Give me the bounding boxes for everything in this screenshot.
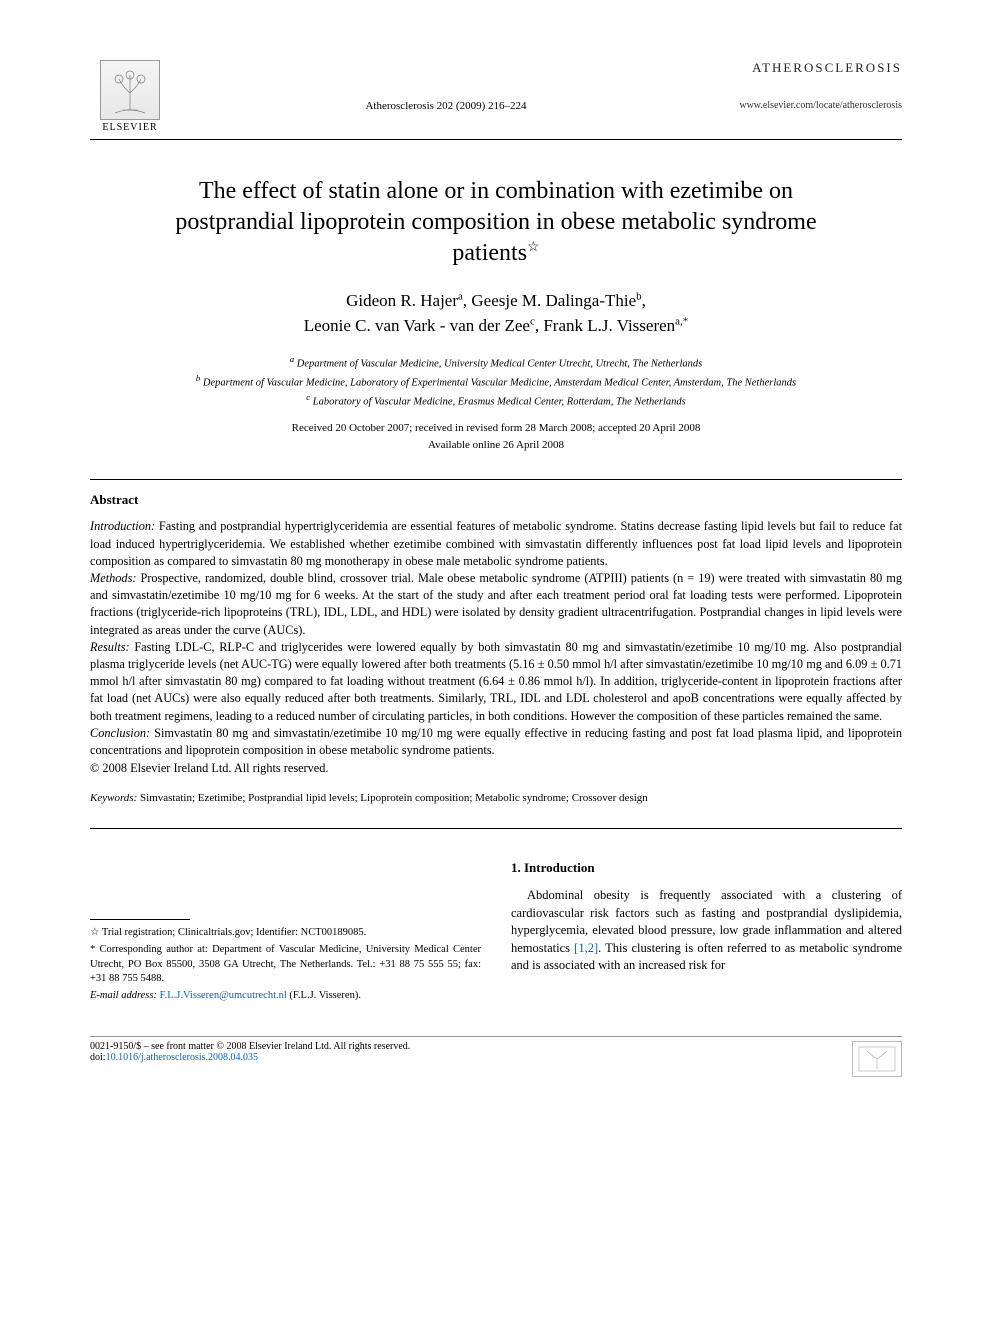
right-column: 1. Introduction Abdominal obesity is fre… bbox=[511, 859, 902, 1005]
footnote-email: E-mail address: F.L.J.Visseren@umcutrech… bbox=[90, 989, 481, 1004]
author-list: Gideon R. Hajera, Geesje M. Dalinga-Thie… bbox=[90, 288, 902, 339]
footer-logo-icon bbox=[852, 1041, 902, 1077]
author: Leonie C. van Vark - van der Zeec bbox=[304, 316, 535, 335]
abstract-top-rule bbox=[90, 479, 902, 480]
abstract-methods: Methods: Prospective, randomized, double… bbox=[90, 570, 902, 639]
introduction-heading: 1. Introduction bbox=[511, 859, 902, 877]
title-note-marker: ☆ bbox=[527, 240, 540, 255]
footer-left: 0021-9150/$ – see front matter © 2008 El… bbox=[90, 1041, 410, 1077]
footnote-corresponding: * Corresponding author at: Department of… bbox=[90, 943, 481, 987]
article-dates: Received 20 October 2007; received in re… bbox=[90, 420, 902, 453]
received-accepted-dates: Received 20 October 2007; received in re… bbox=[90, 420, 902, 437]
page: ELSEVIER Atherosclerosis 202 (2009) 216–… bbox=[0, 0, 992, 1117]
issn-line: 0021-9150/$ – see front matter © 2008 El… bbox=[90, 1041, 410, 1052]
doi-line: doi:10.1016/j.atherosclerosis.2008.04.03… bbox=[90, 1052, 410, 1063]
publisher-logo: ELSEVIER bbox=[90, 60, 170, 133]
header-rule bbox=[90, 139, 902, 140]
footnote-separator bbox=[90, 919, 190, 920]
introduction-paragraph: Abdominal obesity is frequently associat… bbox=[511, 887, 902, 975]
email-link[interactable]: F.L.J.Visseren@umcutrecht.nl bbox=[160, 990, 287, 1001]
affiliations: a Department of Vascular Medicine, Unive… bbox=[90, 353, 902, 411]
affiliation: b Department of Vascular Medicine, Labor… bbox=[90, 372, 902, 391]
journal-name: ATHEROSCLEROSIS bbox=[722, 60, 902, 76]
copyright-line: © 2008 Elsevier Ireland Ltd. All rights … bbox=[90, 761, 902, 776]
doi-link[interactable]: 10.1016/j.atherosclerosis.2008.04.035 bbox=[106, 1052, 258, 1063]
abstract-body: Introduction: Fasting and postprandial h… bbox=[90, 518, 902, 759]
publisher-name: ELSEVIER bbox=[102, 122, 157, 133]
footnotes: ☆ Trial registration; Clinicaltrials.gov… bbox=[90, 926, 481, 1003]
abstract-heading: Abstract bbox=[90, 492, 902, 508]
affiliation: c Laboratory of Vascular Medicine, Erasm… bbox=[90, 391, 902, 410]
page-footer: 0021-9150/$ – see front matter © 2008 El… bbox=[90, 1036, 902, 1077]
article-title: The effect of statin alone or in combina… bbox=[150, 176, 842, 270]
keywords-label: Keywords: bbox=[90, 792, 137, 804]
abstract-introduction: Introduction: Fasting and postprandial h… bbox=[90, 518, 902, 570]
journal-url[interactable]: www.elsevier.com/locate/atherosclerosis bbox=[722, 100, 902, 111]
journal-branding: ATHEROSCLEROSIS www.elsevier.com/locate/… bbox=[722, 60, 902, 111]
author: Frank L.J. Visserena,* bbox=[543, 316, 688, 335]
title-text: The effect of statin alone or in combina… bbox=[175, 178, 816, 266]
available-online-date: Available online 26 April 2008 bbox=[90, 437, 902, 454]
keywords: Keywords: Simvastatin; Ezetimibe; Postpr… bbox=[90, 792, 902, 804]
footnote-trial: ☆ Trial registration; Clinicaltrials.gov… bbox=[90, 926, 481, 941]
affiliation: a Department of Vascular Medicine, Unive… bbox=[90, 353, 902, 372]
journal-reference: Atherosclerosis 202 (2009) 216–224 bbox=[170, 100, 722, 112]
author: Gideon R. Hajera bbox=[346, 291, 463, 310]
body-columns: ☆ Trial registration; Clinicaltrials.gov… bbox=[90, 859, 902, 1005]
left-column: ☆ Trial registration; Clinicaltrials.gov… bbox=[90, 859, 481, 1005]
keywords-text: Simvastatin; Ezetimibe; Postprandial lip… bbox=[137, 792, 648, 804]
abstract-bottom-rule bbox=[90, 828, 902, 829]
header-row: ELSEVIER Atherosclerosis 202 (2009) 216–… bbox=[90, 60, 902, 133]
citation-link[interactable]: [1,2] bbox=[574, 941, 598, 955]
elsevier-tree-icon bbox=[100, 60, 160, 120]
abstract-conclusion: Conclusion: Simvastatin 80 mg and simvas… bbox=[90, 725, 902, 759]
author: Geesje M. Dalinga-Thieb bbox=[471, 291, 641, 310]
abstract-results: Results: Fasting LDL-C, RLP-C and trigly… bbox=[90, 639, 902, 725]
